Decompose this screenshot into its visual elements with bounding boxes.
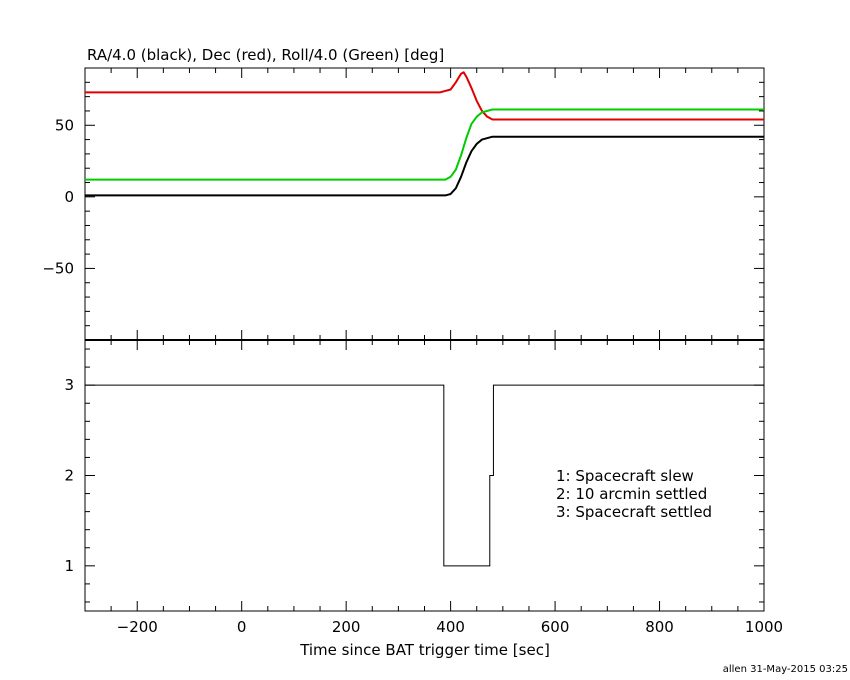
y-tick-label: 3 (64, 376, 74, 394)
x-tick-label: 600 (541, 618, 570, 636)
chart-title: RA/4.0 (black), Dec (red), Roll/4.0 (Gre… (87, 46, 444, 64)
legend-entry: 1: Spacecraft slew (556, 467, 694, 485)
series-line-2 (85, 108, 764, 181)
y-tick-label: −50 (42, 259, 74, 277)
x-tick-label: 200 (332, 618, 361, 636)
legend-entry: 2: 10 arcmin settled (556, 485, 707, 503)
series-line-1 (85, 71, 764, 121)
legend-entry: 3: Spacecraft settled (556, 503, 712, 521)
x-tick-label: 400 (436, 618, 465, 636)
y-tick-label: 50 (55, 116, 74, 134)
x-tick-label: 1000 (745, 618, 783, 636)
y-tick-label: 2 (64, 467, 74, 485)
footer-credit: allen 31-May-2015 03:25 (723, 664, 848, 675)
x-tick-label: −200 (117, 618, 158, 636)
series-line-0 (85, 135, 764, 197)
x-tick-label: 800 (645, 618, 674, 636)
status-line (85, 384, 764, 567)
y-tick-label: 1 (64, 557, 74, 575)
x-tick-label: 0 (237, 618, 247, 636)
x-axis-label: Time since BAT trigger time [sec] (299, 641, 550, 659)
y-tick-label: 0 (64, 188, 74, 206)
